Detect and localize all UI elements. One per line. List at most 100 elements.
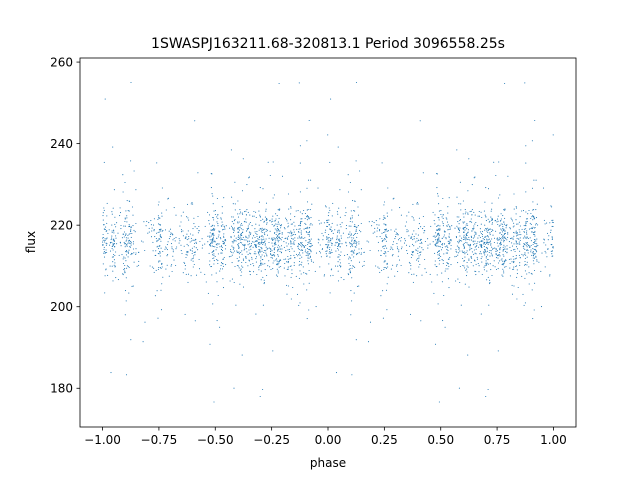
- data-point: [476, 258, 479, 260]
- data-point: [351, 277, 353, 279]
- data-point: [231, 262, 233, 264]
- data-point: [238, 246, 240, 248]
- data-point: [392, 249, 394, 251]
- data-point: [434, 260, 436, 262]
- data-point: [129, 246, 131, 248]
- data-point: [473, 259, 476, 261]
- data-point: [532, 226, 534, 228]
- data-point: [489, 279, 491, 281]
- data-point: [278, 239, 280, 242]
- data-point: [280, 245, 283, 247]
- data-point: [272, 262, 274, 264]
- data-point: [291, 248, 293, 250]
- data-point: [423, 225, 425, 228]
- data-point: [383, 253, 386, 255]
- data-point: [464, 229, 466, 231]
- data-point: [337, 146, 339, 148]
- data-point: [241, 242, 243, 244]
- data-point: [287, 268, 289, 270]
- data-point: [330, 269, 332, 271]
- data-point: [497, 197, 500, 199]
- data-point: [350, 217, 352, 219]
- data-point: [516, 237, 518, 239]
- data-point: [238, 260, 240, 262]
- data-point: [382, 231, 385, 234]
- data-point: [298, 243, 300, 245]
- data-point: [448, 235, 450, 237]
- data-point: [124, 268, 126, 270]
- data-point: [524, 302, 526, 304]
- data-point: [209, 264, 211, 266]
- data-point: [503, 255, 505, 257]
- data-point: [511, 218, 513, 221]
- data-point: [337, 261, 339, 263]
- data-point: [447, 250, 449, 252]
- data-point: [258, 224, 260, 226]
- data-point: [421, 247, 423, 249]
- data-point: [123, 269, 125, 271]
- data-point: [125, 244, 127, 246]
- data-point: [233, 247, 235, 249]
- data-point: [485, 242, 487, 244]
- data-point: [260, 228, 262, 230]
- data-point: [531, 252, 533, 254]
- data-point: [461, 240, 463, 242]
- data-point: [551, 255, 553, 257]
- data-point: [493, 161, 495, 163]
- data-point: [281, 233, 283, 235]
- data-point: [474, 223, 476, 225]
- data-point: [526, 249, 528, 251]
- data-point: [128, 292, 130, 294]
- data-point: [295, 210, 297, 212]
- data-point: [549, 275, 551, 277]
- data-point: [222, 258, 224, 260]
- data-point: [551, 236, 553, 238]
- data-point: [523, 304, 525, 306]
- data-point: [123, 256, 125, 258]
- data-point: [386, 247, 388, 249]
- data-point: [212, 238, 214, 240]
- data-point: [534, 233, 536, 236]
- data-point: [459, 220, 461, 222]
- data-point: [462, 213, 464, 215]
- data-point: [459, 240, 461, 242]
- data-point: [466, 228, 468, 230]
- data-point: [278, 82, 280, 85]
- data-point: [371, 220, 373, 222]
- data-point: [516, 269, 518, 271]
- data-point: [544, 266, 546, 268]
- data-point: [241, 253, 243, 255]
- data-point: [131, 285, 133, 287]
- x-tick-label: −0.25: [253, 433, 290, 447]
- data-point: [328, 244, 330, 246]
- data-point: [162, 276, 164, 278]
- data-point: [246, 251, 248, 253]
- data-point: [276, 275, 278, 277]
- data-point: [172, 251, 174, 253]
- data-point: [278, 248, 280, 250]
- data-point: [502, 228, 504, 230]
- data-point: [509, 262, 511, 265]
- data-point: [381, 241, 383, 243]
- data-point: [104, 292, 106, 294]
- data-point: [298, 231, 300, 233]
- data-point: [222, 278, 224, 280]
- data-point: [182, 230, 184, 232]
- data-point: [245, 218, 247, 220]
- data-point: [383, 204, 385, 206]
- data-point: [404, 238, 406, 240]
- data-point: [232, 228, 234, 230]
- data-point: [255, 232, 257, 235]
- data-point: [419, 242, 421, 244]
- data-point: [513, 258, 515, 260]
- data-point: [446, 252, 449, 254]
- data-point: [112, 239, 114, 241]
- data-point: [472, 240, 474, 242]
- data-point: [382, 290, 384, 292]
- data-point: [191, 247, 193, 249]
- data-point: [463, 228, 465, 230]
- data-point: [504, 209, 506, 211]
- data-point: [216, 242, 218, 245]
- data-point: [474, 246, 476, 248]
- data-point: [505, 265, 507, 268]
